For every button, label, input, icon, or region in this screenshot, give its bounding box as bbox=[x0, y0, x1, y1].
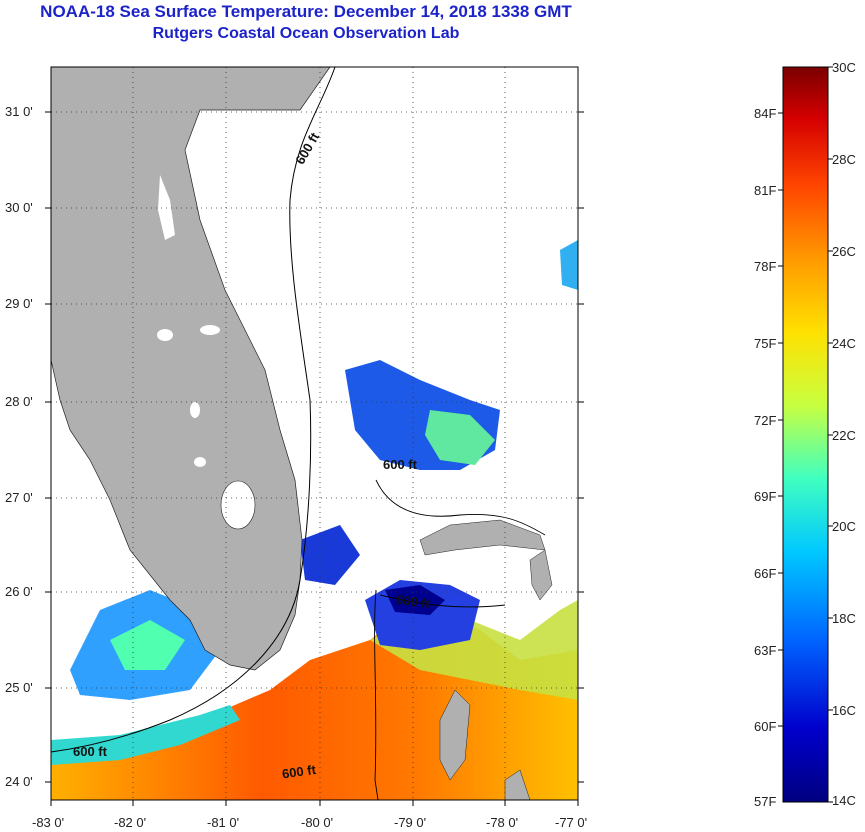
sst-data-layer bbox=[51, 240, 578, 800]
contour-600ft-east bbox=[374, 479, 546, 801]
lat-label-24: 24 0' bbox=[5, 774, 33, 789]
lon-label-82: -82 0' bbox=[114, 815, 146, 830]
lon-label-78: -78 0' bbox=[486, 815, 518, 830]
lon-label-81: -81 0' bbox=[207, 815, 239, 830]
strait-blue-patch bbox=[300, 525, 360, 585]
cb-label-75f: 75F bbox=[754, 336, 776, 351]
cb-label-66f: 66F bbox=[754, 566, 776, 581]
lat-label-27: 27 0' bbox=[5, 490, 33, 505]
cold-water-core bbox=[385, 585, 445, 615]
lake-small-1 bbox=[157, 329, 173, 341]
lon-label-80: -80 0' bbox=[301, 815, 333, 830]
cb-label-24c: 24C bbox=[832, 336, 856, 351]
lake-okeechobee bbox=[220, 480, 256, 530]
cb-label-81f: 81F bbox=[754, 183, 776, 198]
colorbar-ticks bbox=[778, 66, 833, 803]
lake-small-2 bbox=[200, 325, 220, 335]
cb-label-16c: 16C bbox=[832, 703, 856, 718]
cb-label-63f: 63F bbox=[754, 643, 776, 658]
lat-label-31: 31 0' bbox=[5, 104, 33, 119]
axis-ticks bbox=[45, 111, 584, 806]
cb-label-18c: 18C bbox=[832, 611, 856, 626]
contour-label-east: 600 ft bbox=[395, 592, 431, 612]
lat-label-26: 26 0' bbox=[5, 584, 33, 599]
contour-600ft-west bbox=[50, 66, 336, 753]
cb-label-30c: 30C bbox=[832, 60, 856, 75]
colorbar bbox=[782, 66, 829, 803]
lake-small-3 bbox=[190, 402, 200, 418]
cb-label-14c: 14C bbox=[832, 793, 856, 808]
cb-label-72f: 72F bbox=[754, 413, 776, 428]
cb-label-28c: 28C bbox=[832, 152, 856, 167]
river-north bbox=[158, 175, 175, 240]
cb-label-69f: 69F bbox=[754, 489, 776, 504]
abaco-island bbox=[529, 549, 553, 601]
lon-label-83: -83 0' bbox=[32, 815, 64, 830]
map-title: NOAA-18 Sea Surface Temperature: Decembe… bbox=[40, 2, 572, 21]
west-shelf-warm-patch bbox=[110, 620, 185, 670]
cb-label-84f: 84F bbox=[754, 106, 776, 121]
cb-label-78f: 78F bbox=[754, 259, 776, 274]
lat-label-30: 30 0' bbox=[5, 200, 33, 215]
lon-label-77: -77 0' bbox=[555, 815, 587, 830]
lat-label-28: 28 0' bbox=[5, 394, 33, 409]
cb-label-20c: 20C bbox=[832, 519, 856, 534]
contour-label-mid: 600 ft bbox=[383, 457, 418, 472]
andros-island bbox=[439, 689, 471, 781]
cb-label-60f: 60F bbox=[754, 719, 776, 734]
cb-label-22c: 22C bbox=[832, 428, 856, 443]
lat-label-25: 25 0' bbox=[5, 680, 33, 695]
graticule bbox=[51, 67, 578, 800]
lake-small-4 bbox=[194, 457, 206, 467]
plot-frame bbox=[50, 66, 579, 801]
lat-label-29: 29 0' bbox=[5, 296, 33, 311]
north-warm-eddy bbox=[425, 410, 495, 465]
map-subtitle: Rutgers Coastal Ocean Observation Lab bbox=[152, 25, 460, 42]
lon-label-79: -79 0' bbox=[394, 815, 426, 830]
cb-label-57f: 57F bbox=[754, 794, 776, 809]
keys-water-band bbox=[51, 705, 240, 765]
contour-label-south: 600 ft bbox=[281, 762, 317, 782]
contour-label-west: 600 ft bbox=[73, 744, 108, 759]
ne-edge-patch bbox=[560, 240, 578, 290]
florida-land bbox=[50, 66, 331, 671]
cb-label-26c: 26C bbox=[832, 244, 856, 259]
